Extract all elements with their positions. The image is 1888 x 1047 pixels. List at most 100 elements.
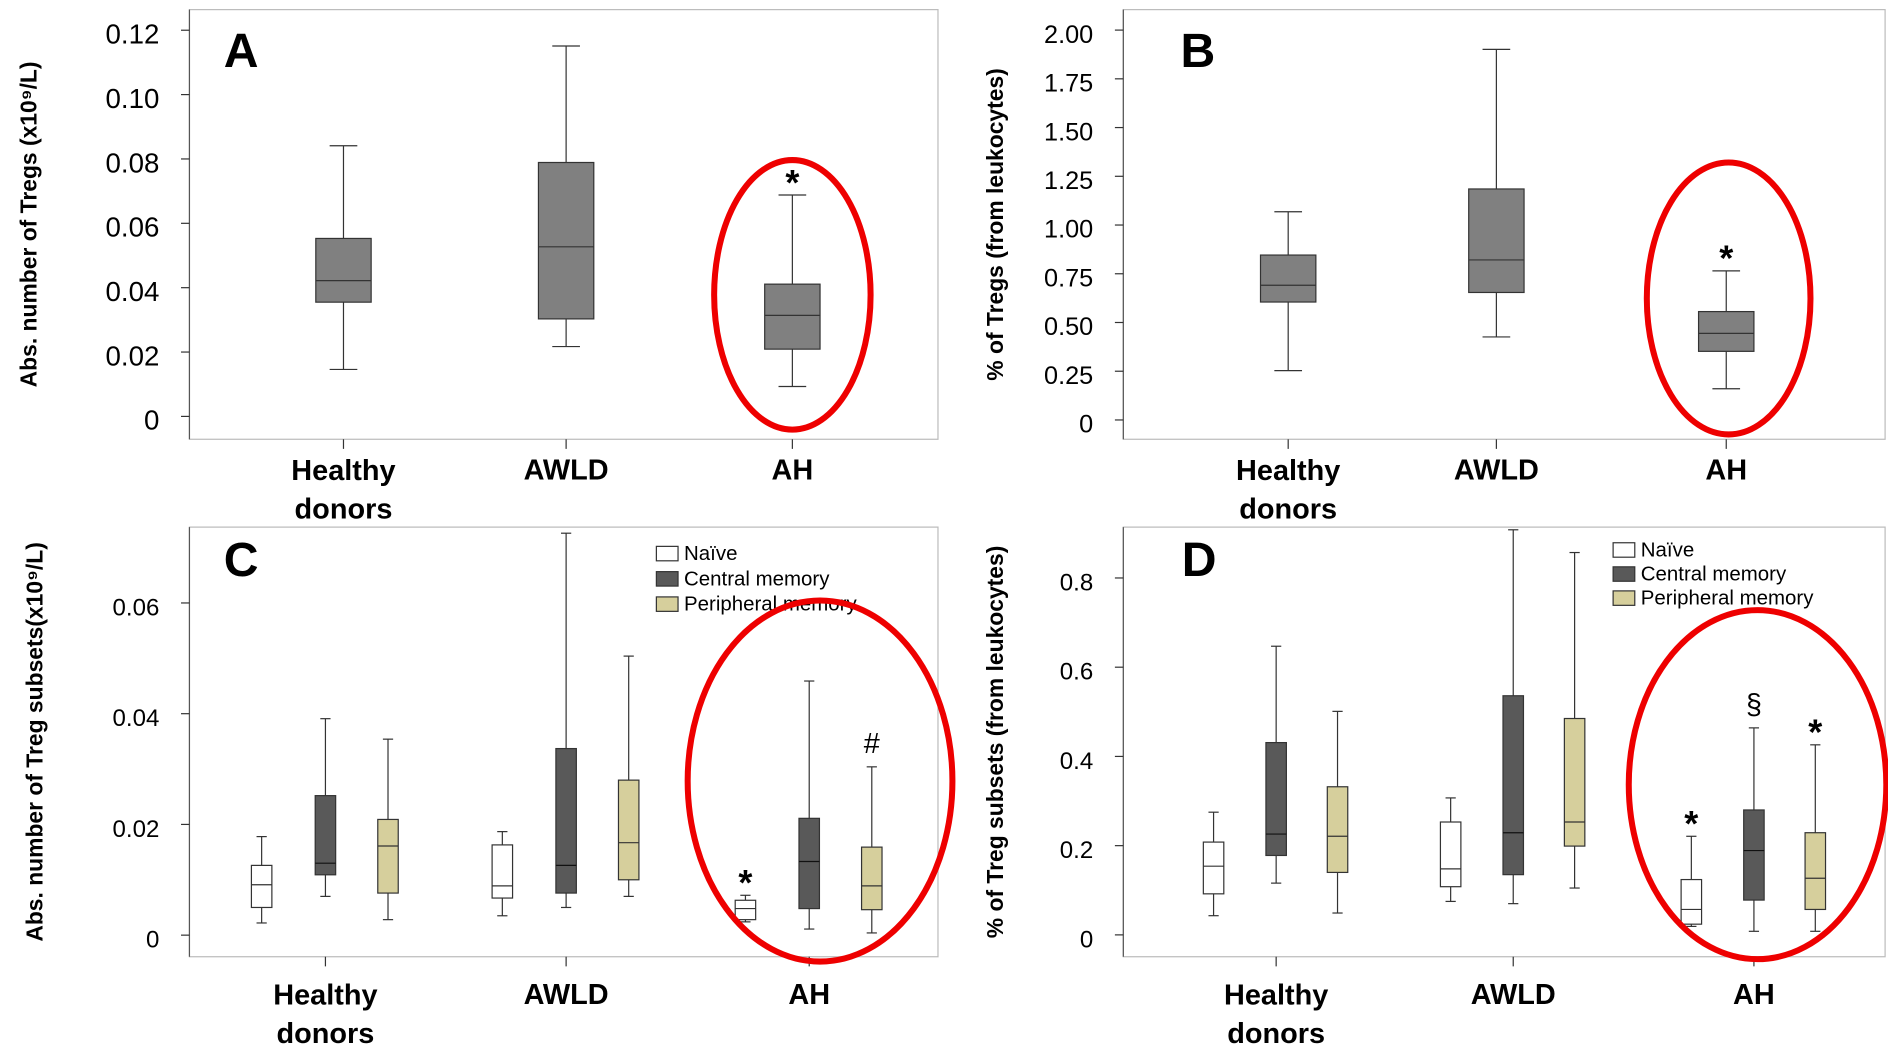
- annotation: *: [1719, 238, 1734, 279]
- panel-label: D: [1182, 533, 1217, 587]
- x-tick-label: AWLD: [1454, 454, 1539, 486]
- legend-label: Central memory: [684, 567, 830, 590]
- legend-label: Central memory: [1641, 563, 1787, 586]
- box: [491, 844, 514, 899]
- x-tick-label-line: donors: [276, 1018, 374, 1047]
- highlight-ellipse: [1643, 159, 1814, 438]
- x-tick-label-line: donors: [1239, 493, 1337, 525]
- box: [1326, 786, 1349, 874]
- y-tick-label: 1.00: [1044, 216, 1093, 244]
- annotation: #: [864, 728, 880, 760]
- y-tick-label: 0: [1080, 926, 1093, 953]
- x-tick-label: AWLD: [1471, 979, 1556, 1011]
- legend-swatch: [1612, 566, 1636, 582]
- legend-swatch: [655, 545, 679, 562]
- box: [1468, 188, 1525, 294]
- box: [377, 818, 399, 894]
- box: [1743, 809, 1765, 901]
- box: [537, 161, 595, 320]
- x-tick-label: Healthy donors: [291, 454, 395, 525]
- x-tick-label: AH: [772, 454, 814, 486]
- y-tick-label: 0: [144, 405, 159, 436]
- y-tick-label: 0.04: [113, 705, 160, 732]
- x-tick-label: AWLD: [524, 979, 609, 1011]
- y-tick-label: 0.12: [106, 19, 160, 50]
- x-tick-label-line: donors: [1227, 1018, 1325, 1047]
- y-tick-label: 0.08: [106, 147, 160, 178]
- y-axis-label: Abs. number of Tregs (x10⁹/L): [16, 62, 42, 388]
- y-tick-label: 0.75: [1044, 264, 1093, 292]
- legend-label: Peripheral memory: [1641, 587, 1814, 610]
- y-axis-label: % of Treg subsets (from leukocytes): [982, 546, 1008, 939]
- y-tick-label: 0.50: [1044, 313, 1093, 341]
- x-tick-label: AH: [788, 979, 830, 1011]
- x-tick-label-line: Healthy: [1236, 454, 1340, 486]
- y-tick-label: 0: [1079, 411, 1093, 439]
- y-tick-label: 0.06: [113, 594, 160, 621]
- y-tick-label: 0.02: [106, 340, 160, 371]
- panel-label: C: [224, 533, 259, 587]
- y-tick-label: 0.2: [1060, 837, 1093, 864]
- legend-label: Naïve: [684, 542, 737, 565]
- highlight-ellipse: [684, 597, 956, 965]
- y-tick-label: 0.8: [1060, 569, 1093, 596]
- y-tick-label: 0.04: [106, 276, 160, 307]
- box: [1563, 717, 1586, 847]
- x-tick-label: Healthy donors: [273, 979, 377, 1047]
- legend-swatch: [655, 596, 679, 612]
- y-tick-label: 0.4: [1060, 748, 1093, 775]
- annotation: *: [1684, 803, 1699, 844]
- box: [734, 899, 757, 921]
- box: [1502, 695, 1525, 876]
- annotation: *: [1808, 712, 1823, 753]
- y-axis-label: % of Tregs (from leukocytes): [982, 68, 1008, 380]
- y-tick-label: 1.50: [1044, 118, 1093, 146]
- legend-swatch: [1612, 542, 1636, 558]
- box: [1680, 878, 1703, 925]
- box: [764, 283, 821, 350]
- x-tick-label: AH: [1705, 454, 1747, 486]
- box: [617, 779, 640, 881]
- y-tick-label: 1.75: [1044, 70, 1093, 98]
- box: [1804, 832, 1827, 911]
- panel-label: A: [224, 24, 259, 78]
- annotation: §: [1746, 689, 1762, 721]
- y-tick-label: 2.00: [1044, 21, 1093, 49]
- annotation: *: [738, 862, 753, 903]
- x-tick-label-line: Healthy: [273, 979, 377, 1011]
- x-tick-label-line: Healthy: [291, 454, 395, 486]
- y-tick-label: 0.25: [1044, 362, 1093, 390]
- box: [1265, 741, 1287, 857]
- box: [1439, 821, 1462, 888]
- y-axis-label: Abs. number of Treg subsets(x10⁹/L): [22, 542, 48, 942]
- x-tick-label: Healthy donors: [1236, 454, 1340, 525]
- annotation: *: [785, 162, 800, 203]
- box: [798, 817, 821, 910]
- legend-swatch: [655, 571, 679, 587]
- y-tick-label: 0.6: [1060, 659, 1093, 686]
- x-tick-label: Healthy donors: [1224, 979, 1328, 1047]
- panel-label: B: [1181, 24, 1216, 78]
- box: [1202, 841, 1225, 895]
- legend-label: Naïve: [1641, 539, 1694, 562]
- box: [860, 846, 883, 911]
- highlight-ellipse: [1625, 607, 1888, 963]
- x-tick-label: AH: [1733, 979, 1775, 1011]
- y-tick-label: 0.02: [113, 816, 160, 843]
- box: [1259, 254, 1317, 303]
- box: [250, 864, 273, 909]
- box: [1697, 310, 1755, 352]
- y-tick-label: 0.06: [106, 212, 160, 243]
- y-tick-label: 0: [146, 927, 159, 954]
- legend-swatch: [1612, 590, 1636, 606]
- box: [555, 747, 577, 894]
- y-tick-label: 0.10: [106, 83, 160, 114]
- x-tick-label: AWLD: [524, 454, 609, 486]
- box: [314, 795, 337, 876]
- x-tick-label-line: Healthy: [1224, 979, 1328, 1011]
- highlight-ellipse: [711, 157, 874, 433]
- x-tick-label-line: donors: [295, 493, 393, 525]
- box: [315, 237, 372, 303]
